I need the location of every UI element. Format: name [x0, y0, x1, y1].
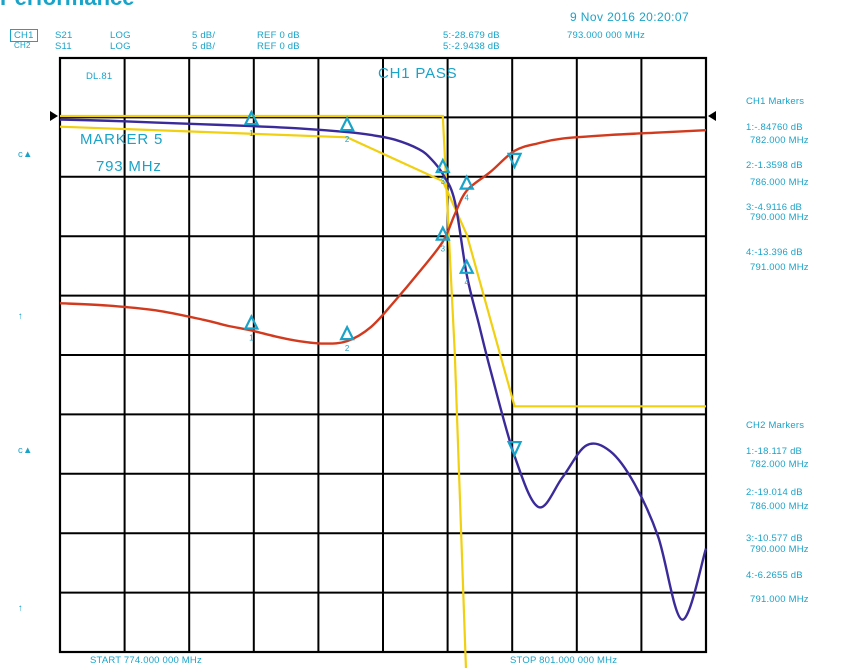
- marker-number: 1: [249, 129, 254, 138]
- page-title-fragment: Performance: [0, 0, 135, 11]
- ch1-ref-indicator: ↑: [18, 311, 23, 322]
- marker-number: 3: [441, 177, 446, 186]
- ch1-param: S21: [55, 30, 73, 41]
- limit-line-1: [60, 114, 468, 668]
- marker-number: 1: [249, 333, 254, 342]
- marker-frequency: 793 MHz: [96, 158, 162, 175]
- marker-triangle: [458, 174, 475, 190]
- ch1-marker-4: 4: [458, 258, 475, 287]
- ch1-format: LOG: [110, 30, 131, 41]
- ch1-scale-indicator: c▲: [18, 149, 33, 160]
- ch2-format: LOG: [110, 41, 131, 52]
- marker-number: 2: [345, 135, 350, 144]
- marker-triangle: [243, 314, 260, 330]
- ch1-channel-button[interactable]: CH1: [10, 29, 38, 42]
- ref-arrow-right: [708, 111, 716, 121]
- markers: 1 2 3 4 1 2 3 4: [243, 109, 523, 458]
- ch2-channel-button[interactable]: CH2: [14, 41, 31, 50]
- ch1-marker-3-value: 3:-4.9116 dB: [746, 202, 803, 213]
- ch1-marker-2-freq: 786.000 MHz: [750, 177, 809, 188]
- ch1-marker-4-freq: 791.000 MHz: [750, 262, 809, 273]
- marker-triangle: [339, 324, 355, 341]
- ch1-scale: 5 dB/: [192, 30, 216, 41]
- ch1-marker-2-value: 2:-1.3598 dB: [746, 160, 803, 171]
- ch1-ref: REF 0 dB: [257, 30, 300, 41]
- pass-fail-text: CH1 PASS: [378, 65, 458, 82]
- ch2-marker-4-freq: 791.000 MHz: [750, 594, 809, 605]
- marker-number: 4: [465, 278, 470, 287]
- marker-triangle: [435, 157, 451, 174]
- ch2-ref: REF 0 dB: [257, 41, 300, 52]
- ch2-marker-3-freq: 790.000 MHz: [750, 544, 809, 555]
- ch2-marker-1-value: 1:-18.117 dB: [746, 446, 803, 457]
- ch2-scale-indicator: c▲: [18, 445, 33, 456]
- marker-number: 2: [345, 344, 350, 353]
- traces: [59, 118, 708, 621]
- limit-lines: [59, 114, 706, 668]
- ch2-marker-3: 3: [435, 225, 451, 254]
- marker-triangle: [435, 225, 451, 241]
- ch1-marker-1-freq: 782.000 MHz: [750, 135, 809, 146]
- ch2-marker-1-freq: 782.000 MHz: [750, 459, 809, 470]
- active-marker-ch1: 5:-28.679 dB: [443, 30, 500, 41]
- ch2-param: S11: [55, 41, 72, 52]
- ch1-active-marker: [506, 440, 523, 458]
- start-frequency: START 774.000 000 MHz: [90, 655, 202, 666]
- ch1-marker-1: 1: [243, 109, 260, 138]
- ch1-markers-title: CH1 Markers: [746, 96, 805, 107]
- ch2-markers-title: CH2 Markers: [746, 420, 805, 431]
- ch2-marker-2-freq: 786.000 MHz: [750, 501, 809, 512]
- ch2-marker-4-value: 4:-6.2655 dB: [746, 570, 803, 581]
- series-line-1: [59, 118, 708, 621]
- reference-arrows: [50, 111, 716, 121]
- marker-triangle: [339, 115, 355, 132]
- chart-grid: [58, 56, 708, 654]
- active-marker-ch2: 5:-2.9438 dB: [443, 41, 500, 52]
- limit-label: DL.81: [86, 71, 113, 82]
- series-line-2: [59, 129, 707, 345]
- ch1-marker-3-freq: 790.000 MHz: [750, 212, 809, 223]
- ch1-marker-4-value: 4:-13.396 dB: [746, 247, 803, 258]
- ch2-marker-2: 2: [339, 324, 355, 353]
- stop-frequency: STOP 801.000 000 MHz: [510, 655, 618, 666]
- active-marker-freq: 793.000 000 MHz: [567, 30, 645, 41]
- ch2-marker-3-value: 3:-10.577 dB: [746, 533, 803, 544]
- marker-number: 4: [465, 194, 470, 203]
- ch1-marker-2: 2: [339, 115, 355, 144]
- marker-triangle: [243, 109, 260, 126]
- ch2-scale: 5 dB/: [192, 41, 216, 52]
- datetime-label: 9 Nov 2016 20:20:07: [570, 10, 690, 24]
- ch2-ref-indicator: ↑: [18, 603, 23, 614]
- ch1-marker-3: 3: [435, 157, 451, 186]
- marker-triangle: [458, 258, 475, 274]
- ch2-marker-4: 4: [458, 174, 475, 203]
- limit-line-2: [59, 125, 706, 408]
- ch2-marker-1: 1: [243, 314, 260, 342]
- marker-number: 3: [441, 245, 446, 254]
- ch1-marker-1-value: 1:-.84760 dB: [746, 122, 803, 133]
- ch2-marker-2-value: 2:-19.014 dB: [746, 487, 803, 498]
- marker-title: MARKER 5: [80, 131, 164, 148]
- ch2-active-marker: [506, 152, 523, 170]
- ref-arrow-left: [50, 111, 58, 121]
